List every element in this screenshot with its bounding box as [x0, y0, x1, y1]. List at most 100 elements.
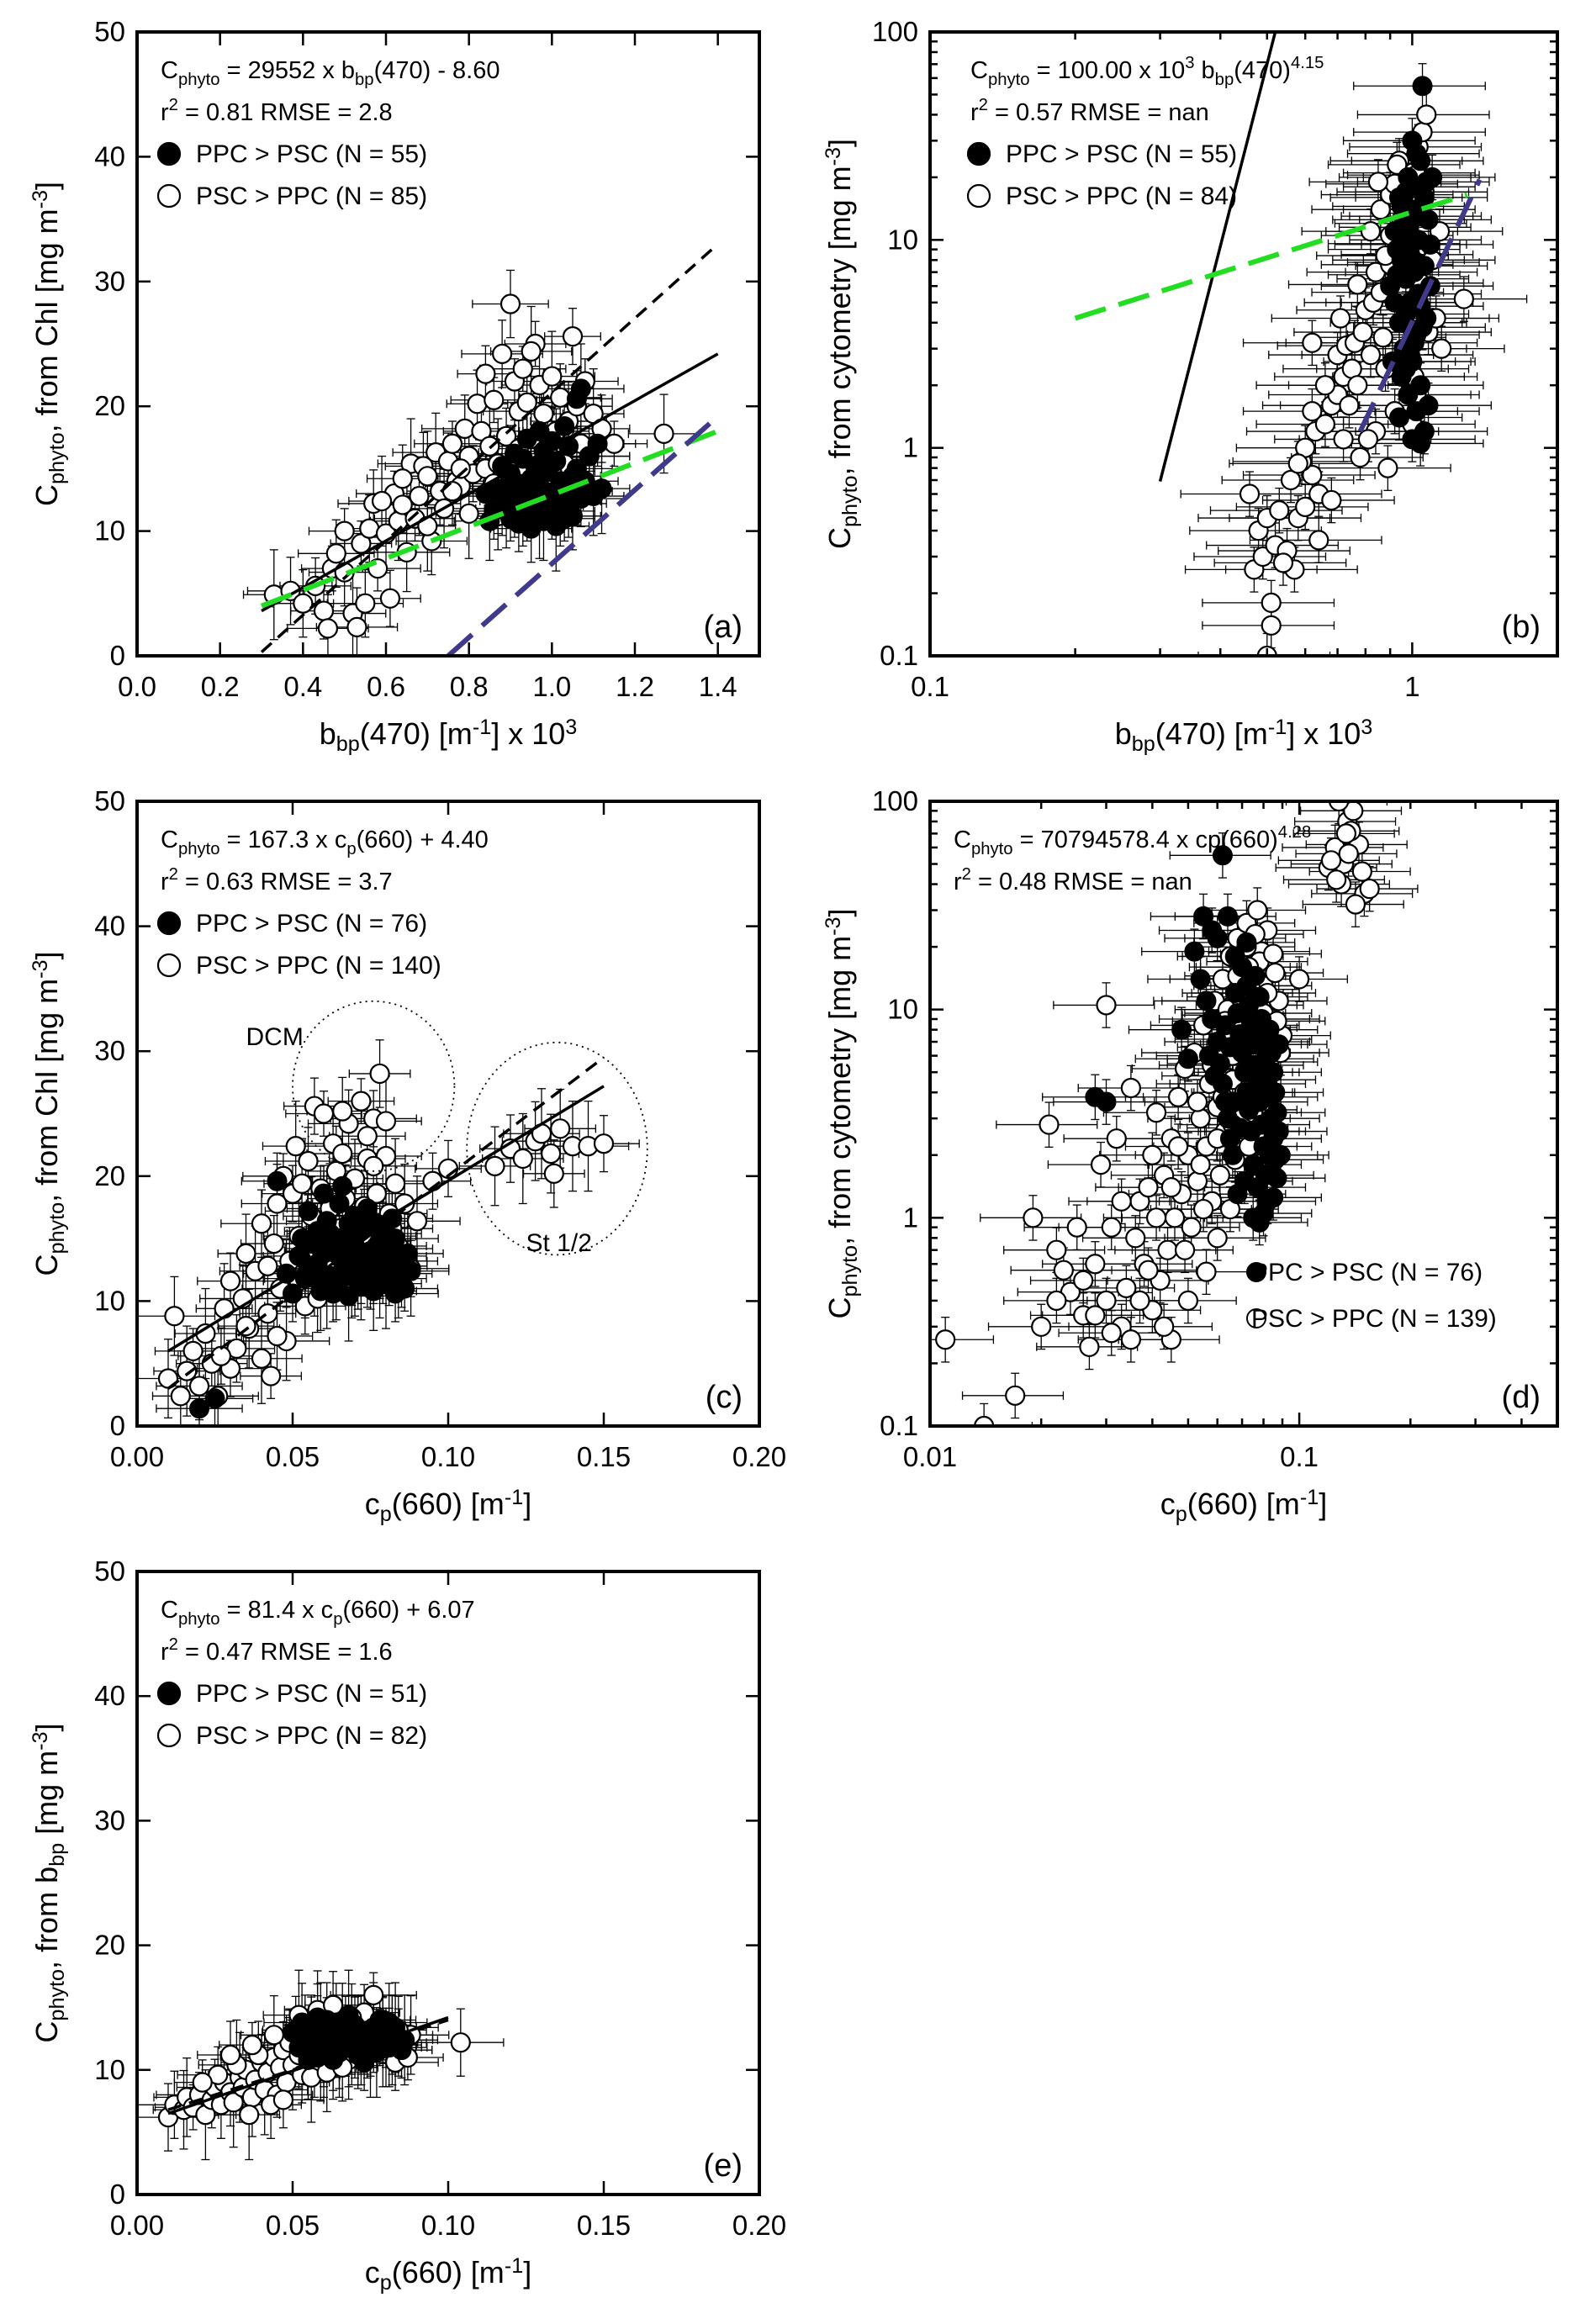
fit-stats: r2 = 0.81 RMSE = 2.8: [161, 96, 393, 126]
data-point-open: [653, 423, 674, 444]
data-point-filled: [546, 451, 567, 472]
data-point-open: [1120, 1077, 1141, 1099]
data-point-open: [1096, 1290, 1117, 1311]
data-point-open: [512, 1148, 533, 1170]
legend-marker-filled: [1246, 1262, 1266, 1282]
data-point-open: [1073, 1270, 1094, 1291]
fit-equation: Cphyto = 100.00 x 103 bbp(470)4.15: [970, 54, 1324, 89]
fit-equation: Cphyto = 70794578.4 x cp(660)4.28: [954, 823, 1311, 858]
legend-marker-open: [1246, 1308, 1266, 1328]
data-point-open: [935, 1329, 956, 1350]
data-point-open: [1326, 869, 1347, 890]
data-point-open: [1338, 843, 1359, 864]
data-point-open: [332, 1143, 353, 1165]
fit-line-dashed: [260, 242, 719, 653]
data-point-open: [1168, 1136, 1189, 1157]
data-point-open: [359, 518, 380, 539]
legend-marker-filled: [156, 141, 182, 166]
fit-line-solid: [167, 1085, 605, 1353]
data-point-filled: [1388, 407, 1409, 428]
data-point-open: [1247, 900, 1268, 921]
data-point-open: [1125, 1228, 1146, 1249]
data-point-open: [317, 618, 339, 639]
panel-label: (b): [1502, 610, 1541, 645]
data-point-open: [1046, 1290, 1067, 1311]
legend-label: PSC > PPC (N = 84): [1006, 182, 1237, 210]
x-axis-label: bbp(470) [m-1] x 103: [320, 716, 578, 756]
data-point-open: [441, 433, 463, 454]
data-point-filled: [1266, 1102, 1287, 1123]
fit-stats: r2 = 0.63 RMSE = 3.7: [161, 865, 393, 895]
y-axis-label: Cphyto, from cytometry [mg m-3]: [822, 139, 862, 549]
y-tick-label: 10: [887, 224, 918, 255]
data-point-filled: [385, 1228, 406, 1249]
y-tick-label: 40: [94, 140, 125, 172]
plot-area: [137, 1969, 505, 2161]
annotation: DCM: [246, 1023, 304, 1051]
plot-frame: [928, 30, 1559, 658]
data-point-open: [293, 593, 314, 614]
data-point-open: [450, 458, 471, 479]
data-point-filled: [1268, 1034, 1289, 1055]
data-point-filled: [1393, 234, 1414, 255]
data-point-open: [257, 1255, 278, 1276]
legend-marker-open: [156, 953, 182, 978]
legend-label: PPC > PSC (N = 76): [1251, 1259, 1483, 1286]
data-point-open: [298, 1150, 319, 1172]
data-point-open: [334, 520, 355, 541]
y-tick-label: 0: [110, 1410, 125, 1441]
data-point-open: [1360, 220, 1382, 242]
data-point-open: [1120, 1329, 1141, 1350]
legend-label: PSC > PPC (N = 140): [196, 952, 441, 980]
legend-label: PSC > PPC (N = 139): [1251, 1305, 1497, 1333]
fit-line-longdash: [1357, 178, 1483, 433]
data-point-open: [392, 494, 413, 515]
fit-line-dashed: [166, 1056, 605, 1390]
data-point-open: [1129, 1290, 1150, 1311]
data-point-open: [1357, 429, 1379, 450]
data-point-open: [543, 1163, 564, 1184]
data-point-open: [251, 1213, 272, 1234]
data-point-filled: [566, 388, 587, 409]
data-point-open: [454, 418, 475, 440]
data-point-open: [604, 433, 625, 454]
data-point-open: [1416, 104, 1437, 125]
annotation: St 1/2: [526, 1229, 592, 1257]
data-point-open: [1320, 850, 1342, 871]
data-point-open: [170, 1386, 191, 1407]
x-tick-label: 0.0: [118, 671, 156, 702]
data-point-open: [1314, 375, 1336, 396]
x-tick-label: 0.8: [450, 671, 489, 702]
data-point-filled: [1249, 986, 1270, 1007]
data-point-filled: [1224, 946, 1245, 967]
data-point-filled: [504, 443, 525, 464]
data-point-filled: [1263, 1187, 1284, 1208]
data-point-open: [1138, 1260, 1159, 1281]
plot-area: [1074, 32, 1528, 656]
data-point-open: [1239, 483, 1261, 504]
x-axis-label: cp(660) [m-1]: [1160, 1486, 1327, 1526]
data-point-open: [516, 392, 537, 413]
data-point-open: [292, 1173, 313, 1194]
data-point-open: [1261, 592, 1282, 613]
data-point-filled: [1190, 969, 1211, 990]
data-point-filled: [1214, 1015, 1235, 1036]
data-point-open: [1308, 530, 1329, 551]
data-point-open: [1116, 1277, 1137, 1298]
data-point-open: [1207, 1228, 1228, 1249]
data-point-filled: [345, 1260, 365, 1281]
data-point-open: [1053, 1260, 1074, 1281]
data-point-filled: [1198, 1045, 1219, 1066]
y-tick-label: 1: [903, 1202, 918, 1233]
data-point-open: [1370, 199, 1391, 220]
data-point-filled: [1406, 143, 1427, 164]
axis-ticks: [928, 800, 1557, 1428]
data-point-open: [1106, 1128, 1127, 1149]
data-point-open: [1302, 401, 1323, 422]
data-point-open: [1352, 321, 1373, 343]
data-point-filled: [1184, 941, 1205, 962]
data-point-open: [251, 1348, 272, 1369]
data-point-open: [1090, 1154, 1112, 1175]
data-point-filled: [1263, 1062, 1284, 1083]
